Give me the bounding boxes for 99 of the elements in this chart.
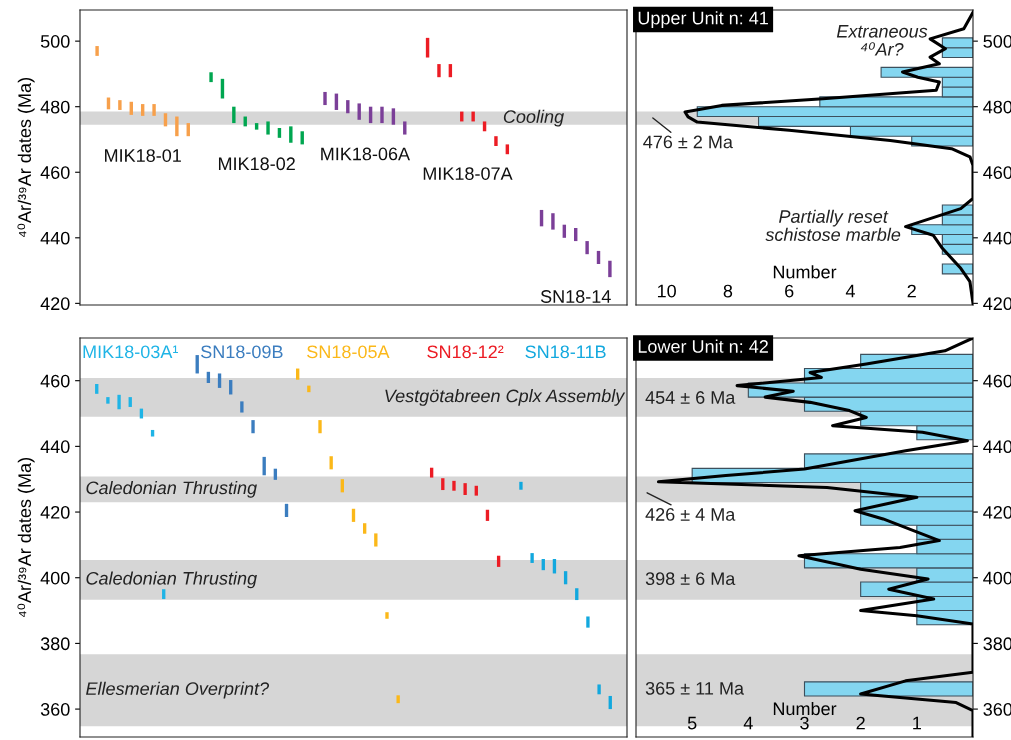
x-tick-label: 1 [913, 716, 921, 730]
bar [140, 104, 145, 116]
bar [437, 64, 441, 78]
x-tick-label: 4 [845, 284, 855, 298]
y-tick-label: 360 [40, 703, 70, 716]
x-tick-label: 5 [687, 716, 697, 730]
bar [608, 260, 612, 278]
annotation: 426 ± 4 Ma [645, 508, 736, 521]
chart-title: Lower Unit n: 42 [638, 339, 768, 353]
series-label: SN18-14 [540, 290, 611, 303]
x-axis-title: Number [773, 701, 837, 716]
series-label: MIK18-07A [423, 167, 513, 180]
x-tick-label: 4 [743, 716, 753, 730]
band-label: Cooling [503, 109, 564, 127]
bar [318, 420, 322, 434]
bar [128, 397, 132, 407]
series-label: MIK18-02 [218, 157, 295, 171]
series-label: MIK18-06A [321, 147, 411, 161]
bar [391, 108, 396, 125]
bar [575, 588, 579, 601]
y-tick-label: 420 [40, 505, 70, 519]
bar [106, 397, 110, 404]
y-tick-label: 440 [40, 231, 70, 245]
chart-title: Upper Unit n: 41 [638, 11, 768, 29]
bar [441, 478, 445, 491]
x-tick-label: 8 [723, 284, 733, 298]
bar [307, 385, 311, 393]
annotation: 398 ± 6 Ma [645, 572, 736, 586]
bar [289, 126, 293, 143]
y-tick-label: 460 [40, 166, 70, 179]
bar [586, 616, 590, 628]
x-tick-label: 6 [785, 284, 794, 298]
bar [425, 37, 430, 58]
bar [150, 429, 155, 437]
band-label: Vestgötabreen Cplx Assembly [385, 389, 626, 406]
band-label: Caledonian Thrusting [86, 480, 257, 498]
bar [385, 612, 389, 619]
band-label: Ellesmerian Overprint? [86, 681, 270, 699]
bar [396, 695, 400, 704]
y-tick-label: 460 [40, 374, 70, 388]
y-axis-title: ⁴⁰Ar/³⁹Ar dates (Ma) [17, 78, 35, 237]
bar [530, 553, 534, 563]
bar [551, 213, 555, 230]
bar [403, 121, 407, 135]
bar [346, 100, 350, 114]
bar [254, 123, 259, 130]
bar [232, 106, 236, 124]
annotation: 454 ± 6 Ma [645, 391, 736, 404]
series-label: SN18-09B [201, 345, 283, 359]
bar [452, 480, 456, 491]
annotation: 476 ± 2 Ma [643, 135, 733, 149]
bar [162, 589, 166, 600]
x-tick-label: 2 [907, 284, 916, 298]
x-axis-title: Number [773, 265, 837, 279]
annotation: Partially reset schistose marble [765, 209, 901, 242]
bar [251, 420, 255, 434]
bar [209, 72, 213, 83]
bar [117, 394, 121, 410]
x-tick-label: 10 [657, 284, 676, 298]
bar [323, 91, 327, 106]
bar [519, 481, 523, 490]
bar [374, 533, 378, 547]
y-tick-label: 420 [40, 297, 70, 311]
bar [429, 467, 434, 478]
series-label: MIK18-03A¹ [83, 345, 179, 359]
bar [95, 46, 99, 56]
text: SN18-12² [427, 345, 504, 359]
y-tick-label: 500 [40, 35, 70, 48]
bar [463, 483, 467, 495]
y-tick-label: 400 [40, 571, 70, 585]
bar [380, 106, 384, 124]
bar [152, 104, 156, 116]
x-tick-label: 2 [856, 716, 865, 730]
band-label: Caledonian Thrusting [86, 571, 257, 589]
y-tick-label: 440 [40, 440, 70, 454]
series-label: MIK18-01 [105, 149, 181, 162]
bar [494, 136, 498, 147]
y-tick-label: 380 [40, 637, 70, 651]
bar [220, 78, 225, 99]
text: SN18-11B [525, 345, 606, 359]
bar [471, 111, 475, 122]
bar [266, 121, 270, 135]
y-tick-label: 480 [40, 100, 70, 114]
bar [240, 401, 244, 413]
bar [175, 116, 179, 137]
bar [95, 383, 99, 394]
bar [597, 684, 601, 695]
bar [585, 241, 589, 255]
bar [118, 100, 122, 110]
y-axis-title: ⁴⁰Ar/³⁹Ar dates (Ma) [17, 458, 35, 617]
bar [217, 373, 222, 388]
bar [329, 456, 333, 470]
bar [362, 523, 367, 534]
bar [357, 103, 361, 120]
annotation: Extraneous ⁴⁰Ar? [836, 25, 928, 56]
series-label: SN18-05A [307, 345, 390, 359]
x-tick-label: 3 [800, 716, 809, 730]
annotation: 365 ± 11 Ma [645, 681, 745, 695]
bar [474, 485, 478, 496]
